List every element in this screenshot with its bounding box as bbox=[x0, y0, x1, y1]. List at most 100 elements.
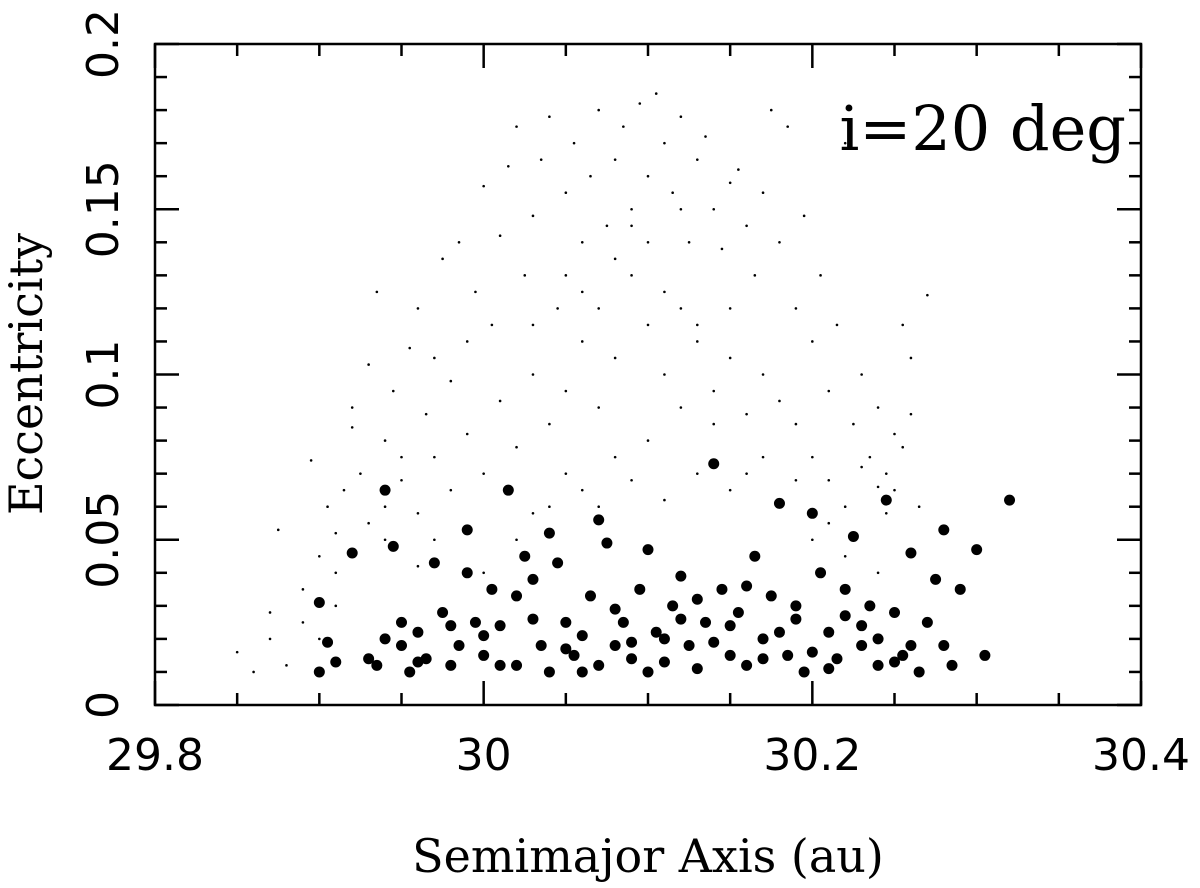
large-point bbox=[396, 616, 407, 628]
small-point bbox=[498, 399, 502, 403]
small-point bbox=[531, 323, 535, 327]
large-point bbox=[502, 484, 514, 496]
large-point bbox=[782, 649, 794, 661]
large-point bbox=[946, 659, 958, 671]
small-point bbox=[523, 274, 527, 277]
x-tick-label: 30.4 bbox=[1092, 730, 1190, 781]
small-point bbox=[827, 478, 831, 482]
small-point bbox=[613, 356, 617, 360]
small-point bbox=[893, 488, 896, 492]
small-point bbox=[827, 389, 831, 393]
x-axis-title: Semimajor Axis (au) bbox=[412, 829, 884, 883]
small-point bbox=[696, 340, 699, 343]
large-point bbox=[921, 616, 933, 628]
small-point bbox=[416, 307, 420, 310]
small-point bbox=[646, 241, 650, 244]
x-tick-label: 30 bbox=[456, 730, 512, 781]
small-point bbox=[433, 356, 436, 360]
small-point bbox=[597, 406, 600, 409]
axis-ticks bbox=[153, 42, 1143, 707]
small-point bbox=[309, 459, 313, 462]
small-point bbox=[778, 241, 781, 244]
small-point bbox=[589, 174, 592, 178]
small-point bbox=[597, 108, 600, 112]
small-point bbox=[753, 274, 757, 277]
small-point bbox=[285, 664, 288, 667]
small-point bbox=[926, 293, 929, 297]
small-point bbox=[687, 241, 691, 244]
large-point bbox=[847, 530, 859, 542]
large-point bbox=[363, 653, 375, 665]
large-point bbox=[642, 544, 654, 556]
large-point bbox=[658, 633, 670, 645]
large-point bbox=[831, 653, 843, 665]
large-point bbox=[527, 613, 539, 625]
large-point bbox=[749, 550, 761, 562]
small-point bbox=[876, 571, 880, 575]
large-point bbox=[667, 600, 679, 612]
small-point bbox=[679, 307, 683, 310]
large-point bbox=[773, 497, 785, 509]
small-point bbox=[350, 406, 354, 409]
small-point bbox=[507, 164, 510, 168]
small-point bbox=[720, 247, 724, 251]
small-point bbox=[334, 531, 338, 535]
large-point bbox=[609, 603, 621, 615]
small-point bbox=[416, 564, 420, 568]
large-point bbox=[839, 583, 851, 595]
small-point bbox=[761, 455, 765, 459]
large-point bbox=[445, 659, 457, 671]
large-point bbox=[741, 659, 753, 671]
small-point bbox=[318, 637, 321, 641]
small-point bbox=[564, 472, 568, 475]
large-point bbox=[527, 573, 539, 585]
large-point bbox=[412, 626, 424, 638]
large-point bbox=[511, 590, 523, 602]
small-point bbox=[580, 340, 584, 343]
small-point bbox=[482, 472, 485, 475]
small-point bbox=[778, 399, 781, 403]
small-point bbox=[786, 125, 789, 128]
small-point bbox=[802, 214, 806, 218]
large-point bbox=[576, 630, 588, 642]
small-point bbox=[597, 505, 600, 509]
small-point bbox=[334, 571, 338, 575]
large-point bbox=[757, 653, 769, 665]
large-point bbox=[330, 656, 342, 668]
large-point bbox=[864, 600, 876, 612]
large-point bbox=[724, 649, 736, 661]
small-point bbox=[663, 290, 666, 294]
small-point bbox=[630, 207, 633, 211]
small-point bbox=[663, 141, 666, 145]
large-point bbox=[1004, 494, 1016, 506]
small-point bbox=[433, 538, 436, 542]
large-point bbox=[576, 666, 588, 678]
small-point bbox=[268, 611, 272, 614]
large-point bbox=[478, 649, 490, 661]
large-point bbox=[806, 646, 818, 658]
small-point bbox=[252, 670, 255, 674]
small-point bbox=[367, 521, 370, 525]
small-point bbox=[638, 102, 642, 105]
series-small-dots bbox=[235, 92, 929, 674]
small-point bbox=[835, 323, 839, 327]
large-point bbox=[790, 613, 802, 625]
small-point bbox=[416, 512, 420, 515]
small-point bbox=[745, 412, 748, 416]
small-point bbox=[737, 168, 740, 171]
small-point bbox=[235, 650, 239, 654]
large-point bbox=[445, 620, 457, 632]
annotation-label: i=20 deg bbox=[840, 92, 1126, 165]
small-point bbox=[515, 125, 518, 128]
small-point bbox=[712, 422, 716, 426]
small-point bbox=[383, 505, 387, 509]
large-point bbox=[593, 514, 605, 526]
large-point bbox=[346, 547, 358, 559]
large-point bbox=[601, 537, 613, 549]
large-point bbox=[815, 567, 827, 579]
large-point bbox=[486, 583, 498, 595]
small-point bbox=[613, 257, 617, 261]
small-point bbox=[498, 234, 502, 237]
large-point bbox=[478, 630, 490, 642]
